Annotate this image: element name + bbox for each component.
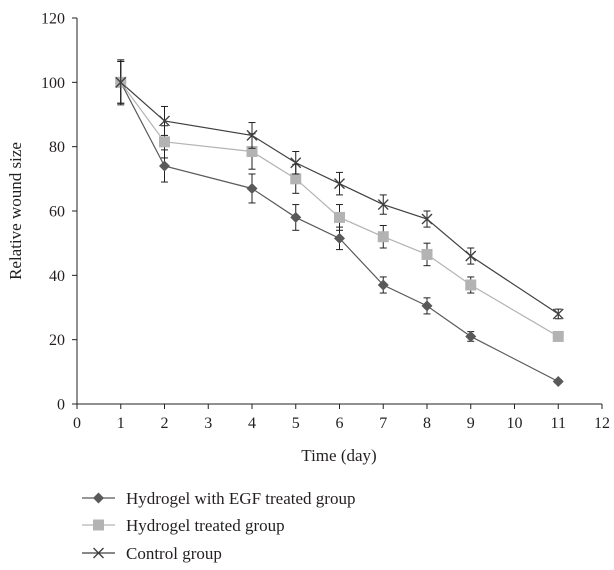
y-tick-label: 80 bbox=[49, 139, 65, 156]
data-point bbox=[290, 157, 302, 169]
x-tick-label: 5 bbox=[292, 415, 300, 432]
legend-marker bbox=[93, 492, 104, 504]
data-point bbox=[290, 211, 302, 223]
series-2 bbox=[120, 81, 559, 315]
legend-label: Control group bbox=[126, 544, 222, 563]
x-tick-label: 11 bbox=[551, 415, 566, 432]
data-point bbox=[334, 178, 345, 190]
x-tick-label: 6 bbox=[336, 415, 344, 432]
data-point bbox=[377, 231, 389, 243]
x-tick-label: 9 bbox=[467, 415, 475, 432]
data-point bbox=[334, 232, 345, 244]
y-tick-label: 100 bbox=[41, 75, 65, 92]
legend-marker bbox=[93, 547, 104, 559]
data-point bbox=[465, 330, 477, 342]
data-point bbox=[159, 160, 170, 172]
data-point bbox=[552, 330, 564, 342]
plot-area bbox=[115, 59, 564, 387]
y-tick-label: 60 bbox=[49, 204, 65, 221]
legend-item-0: Hydrogel with EGF treated group bbox=[82, 489, 355, 508]
data-point bbox=[465, 279, 477, 291]
legend-item-1: Hydrogel treated group bbox=[82, 516, 285, 535]
data-point bbox=[377, 199, 389, 211]
legend-label: Hydrogel treated group bbox=[126, 516, 285, 535]
x-tick-label: 7 bbox=[379, 415, 387, 432]
y-axis-label: Relative wound size bbox=[6, 142, 25, 280]
legend-item-2: Control group bbox=[82, 544, 222, 563]
x-tick-label: 2 bbox=[161, 415, 169, 432]
y-ticks: 0 20 40 60 80 100 120 bbox=[41, 11, 77, 414]
y-tick-label: 20 bbox=[49, 332, 65, 349]
x-tick-label: 10 bbox=[507, 415, 523, 432]
x-tick-label: 1 bbox=[117, 415, 125, 432]
data-point bbox=[552, 308, 564, 320]
data-point bbox=[465, 250, 477, 262]
x-tick-label: 0 bbox=[73, 415, 81, 432]
y-tick-label: 120 bbox=[41, 11, 65, 28]
legend-label: Hydrogel with EGF treated group bbox=[126, 489, 355, 508]
y-tick-label: 40 bbox=[49, 268, 65, 285]
x-tick-label: 12 bbox=[594, 415, 610, 432]
data-point bbox=[421, 248, 433, 260]
data-point bbox=[246, 129, 258, 141]
data-point bbox=[115, 76, 127, 88]
data-point bbox=[421, 300, 433, 312]
data-point bbox=[290, 173, 302, 185]
data-point bbox=[421, 213, 433, 225]
data-point bbox=[246, 145, 258, 157]
series-2-marks bbox=[115, 59, 564, 320]
legend-marker bbox=[93, 519, 104, 531]
y-tick-label: 0 bbox=[57, 397, 65, 414]
data-point bbox=[159, 115, 170, 127]
legend: Hydrogel with EGF treated group Hydrogel … bbox=[82, 489, 355, 563]
x-tick-label: 3 bbox=[204, 415, 212, 432]
data-point bbox=[377, 279, 389, 291]
x-axis-label: Time (day) bbox=[301, 446, 376, 465]
x-tick-label: 4 bbox=[248, 415, 256, 432]
data-point bbox=[246, 182, 258, 194]
data-point bbox=[334, 211, 345, 223]
x-ticks: 0 1 2 3 4 5 6 7 8 9 10 11 12 bbox=[73, 404, 610, 432]
data-point bbox=[159, 136, 170, 148]
data-point bbox=[552, 375, 564, 387]
x-tick-label: 8 bbox=[423, 415, 431, 432]
series-line bbox=[120, 81, 559, 315]
